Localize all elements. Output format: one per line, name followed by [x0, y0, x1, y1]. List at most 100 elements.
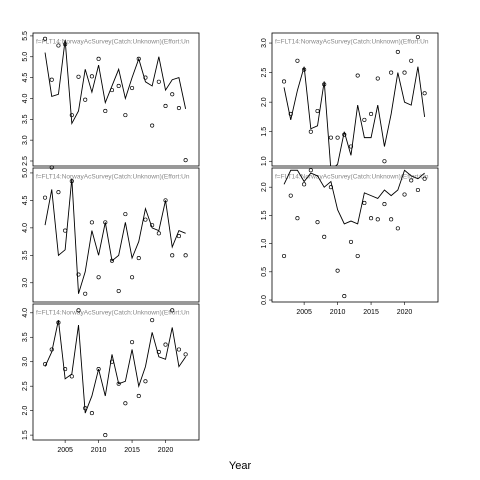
y-tick-label: 3.0	[22, 135, 29, 145]
observed-point	[355, 253, 360, 259]
observed-point	[328, 185, 333, 190]
panel: f=FLT14:NorwayAcSurvey(Catch:Unknown)(Ef…	[22, 31, 200, 167]
panel-title: f=FLT14:NorwayAcSurvey(Catch:Unknown)(Ef…	[275, 39, 429, 46]
observed-point	[83, 97, 88, 102]
fitted-line	[283, 169, 425, 225]
panel-title: f=FLT14:NorwayAcSurvey(Catch:Unknown)(Ef…	[36, 310, 190, 317]
observed-point	[156, 79, 161, 84]
observed-point	[362, 200, 367, 206]
observed-point	[409, 178, 414, 183]
y-tick-label: 4.5	[22, 195, 29, 205]
y-tick-label: 4.0	[22, 308, 29, 318]
observed-point	[56, 190, 61, 195]
observed-point	[156, 349, 161, 354]
observed-point	[402, 192, 407, 197]
observed-point	[42, 362, 48, 367]
observed-point	[183, 253, 188, 258]
observed-point	[123, 401, 128, 406]
observed-point	[123, 212, 128, 217]
observed-point	[96, 56, 101, 61]
observed-point	[335, 268, 340, 273]
y-tick-label: 3.5	[22, 250, 29, 260]
observed-point	[322, 82, 327, 87]
x-tick-label: 2005	[296, 309, 312, 316]
y-tick-label: 5.0	[22, 168, 29, 178]
y-tick-label: 4.0	[22, 93, 29, 103]
observed-point	[109, 258, 115, 263]
observed-point	[69, 113, 74, 118]
y-tick-label: 3.0	[261, 38, 268, 48]
observed-point	[49, 347, 54, 352]
y-tick-label: 2.0	[22, 406, 29, 416]
observed-point	[281, 79, 287, 84]
observed-point	[395, 49, 400, 54]
x-tick-label: 2005	[57, 447, 73, 454]
observed-point	[295, 216, 300, 221]
y-tick-label: 1.5	[261, 210, 268, 220]
panel: f=FLT14:NorwayAcSurvey(Catch:Unknown)(Ef…	[22, 165, 200, 303]
observed-point	[42, 36, 48, 41]
observed-point	[109, 88, 115, 93]
panel-title: f=FLT14:NorwayAcSurvey(Catch:Unknown)(Ef…	[275, 174, 429, 181]
panel: f=FLT14:NorwayAcSurvey(Catch:Unknown)(Ef…	[22, 303, 200, 454]
observed-point	[89, 74, 94, 79]
observed-point	[69, 179, 74, 184]
y-tick-label: 1.0	[261, 156, 268, 166]
observed-point	[342, 294, 347, 299]
observed-point	[130, 275, 135, 280]
observed-point	[402, 70, 407, 75]
observed-point	[49, 165, 54, 170]
observed-point	[163, 103, 168, 109]
observed-point	[382, 159, 387, 164]
observed-point	[109, 359, 115, 364]
observed-point	[42, 195, 48, 200]
observed-point	[362, 117, 367, 122]
observed-point	[123, 113, 128, 118]
y-tick-label: 2.5	[261, 68, 268, 78]
observed-point	[382, 202, 387, 207]
observed-point	[76, 74, 81, 79]
observed-point	[295, 58, 300, 63]
observed-point	[130, 85, 135, 91]
observed-point	[89, 220, 94, 225]
y-tick-label: 1.5	[261, 127, 268, 137]
observed-point	[335, 135, 340, 140]
x-tick-label: 2010	[91, 447, 107, 454]
panel: f=FLT14:NorwayAcSurvey(Catch:Unknown)(Ef…	[261, 167, 439, 316]
fitted-line	[283, 66, 426, 166]
observed-point	[170, 308, 175, 313]
observed-point	[375, 217, 380, 222]
y-tick-label: 2.5	[22, 381, 29, 391]
observed-point	[348, 239, 354, 244]
observed-point	[176, 347, 181, 352]
y-tick-label: 3.0	[22, 357, 29, 367]
observed-point	[150, 318, 155, 323]
x-axis-label: Year	[229, 460, 252, 472]
x-tick-label: 2020	[158, 447, 174, 454]
observed-point	[103, 433, 108, 438]
observed-point	[76, 272, 81, 277]
observed-point	[281, 253, 287, 259]
observed-point	[69, 374, 74, 379]
x-tick-label: 2015	[124, 447, 140, 454]
observed-point	[302, 67, 307, 72]
y-tick-label: 0.5	[261, 267, 268, 277]
y-tick-label: 2.0	[261, 182, 268, 192]
observed-point	[422, 91, 427, 96]
observed-point	[183, 158, 188, 163]
observed-point	[369, 111, 374, 117]
observed-point	[163, 342, 168, 347]
observed-point	[150, 223, 155, 228]
panel-frame	[32, 303, 200, 441]
observed-point	[136, 56, 141, 61]
observed-point	[56, 43, 61, 48]
y-tick-label: 3.5	[22, 114, 29, 124]
observed-point	[96, 275, 101, 280]
panel: f=FLT14:NorwayAcSurvey(Catch:Unknown)(Ef…	[261, 32, 439, 167]
y-tick-label: 1.5	[22, 430, 29, 440]
observed-point	[328, 135, 333, 140]
observed-point	[63, 228, 68, 233]
x-tick-label: 2020	[397, 309, 413, 316]
observed-point	[116, 288, 121, 294]
observed-point	[389, 70, 394, 75]
